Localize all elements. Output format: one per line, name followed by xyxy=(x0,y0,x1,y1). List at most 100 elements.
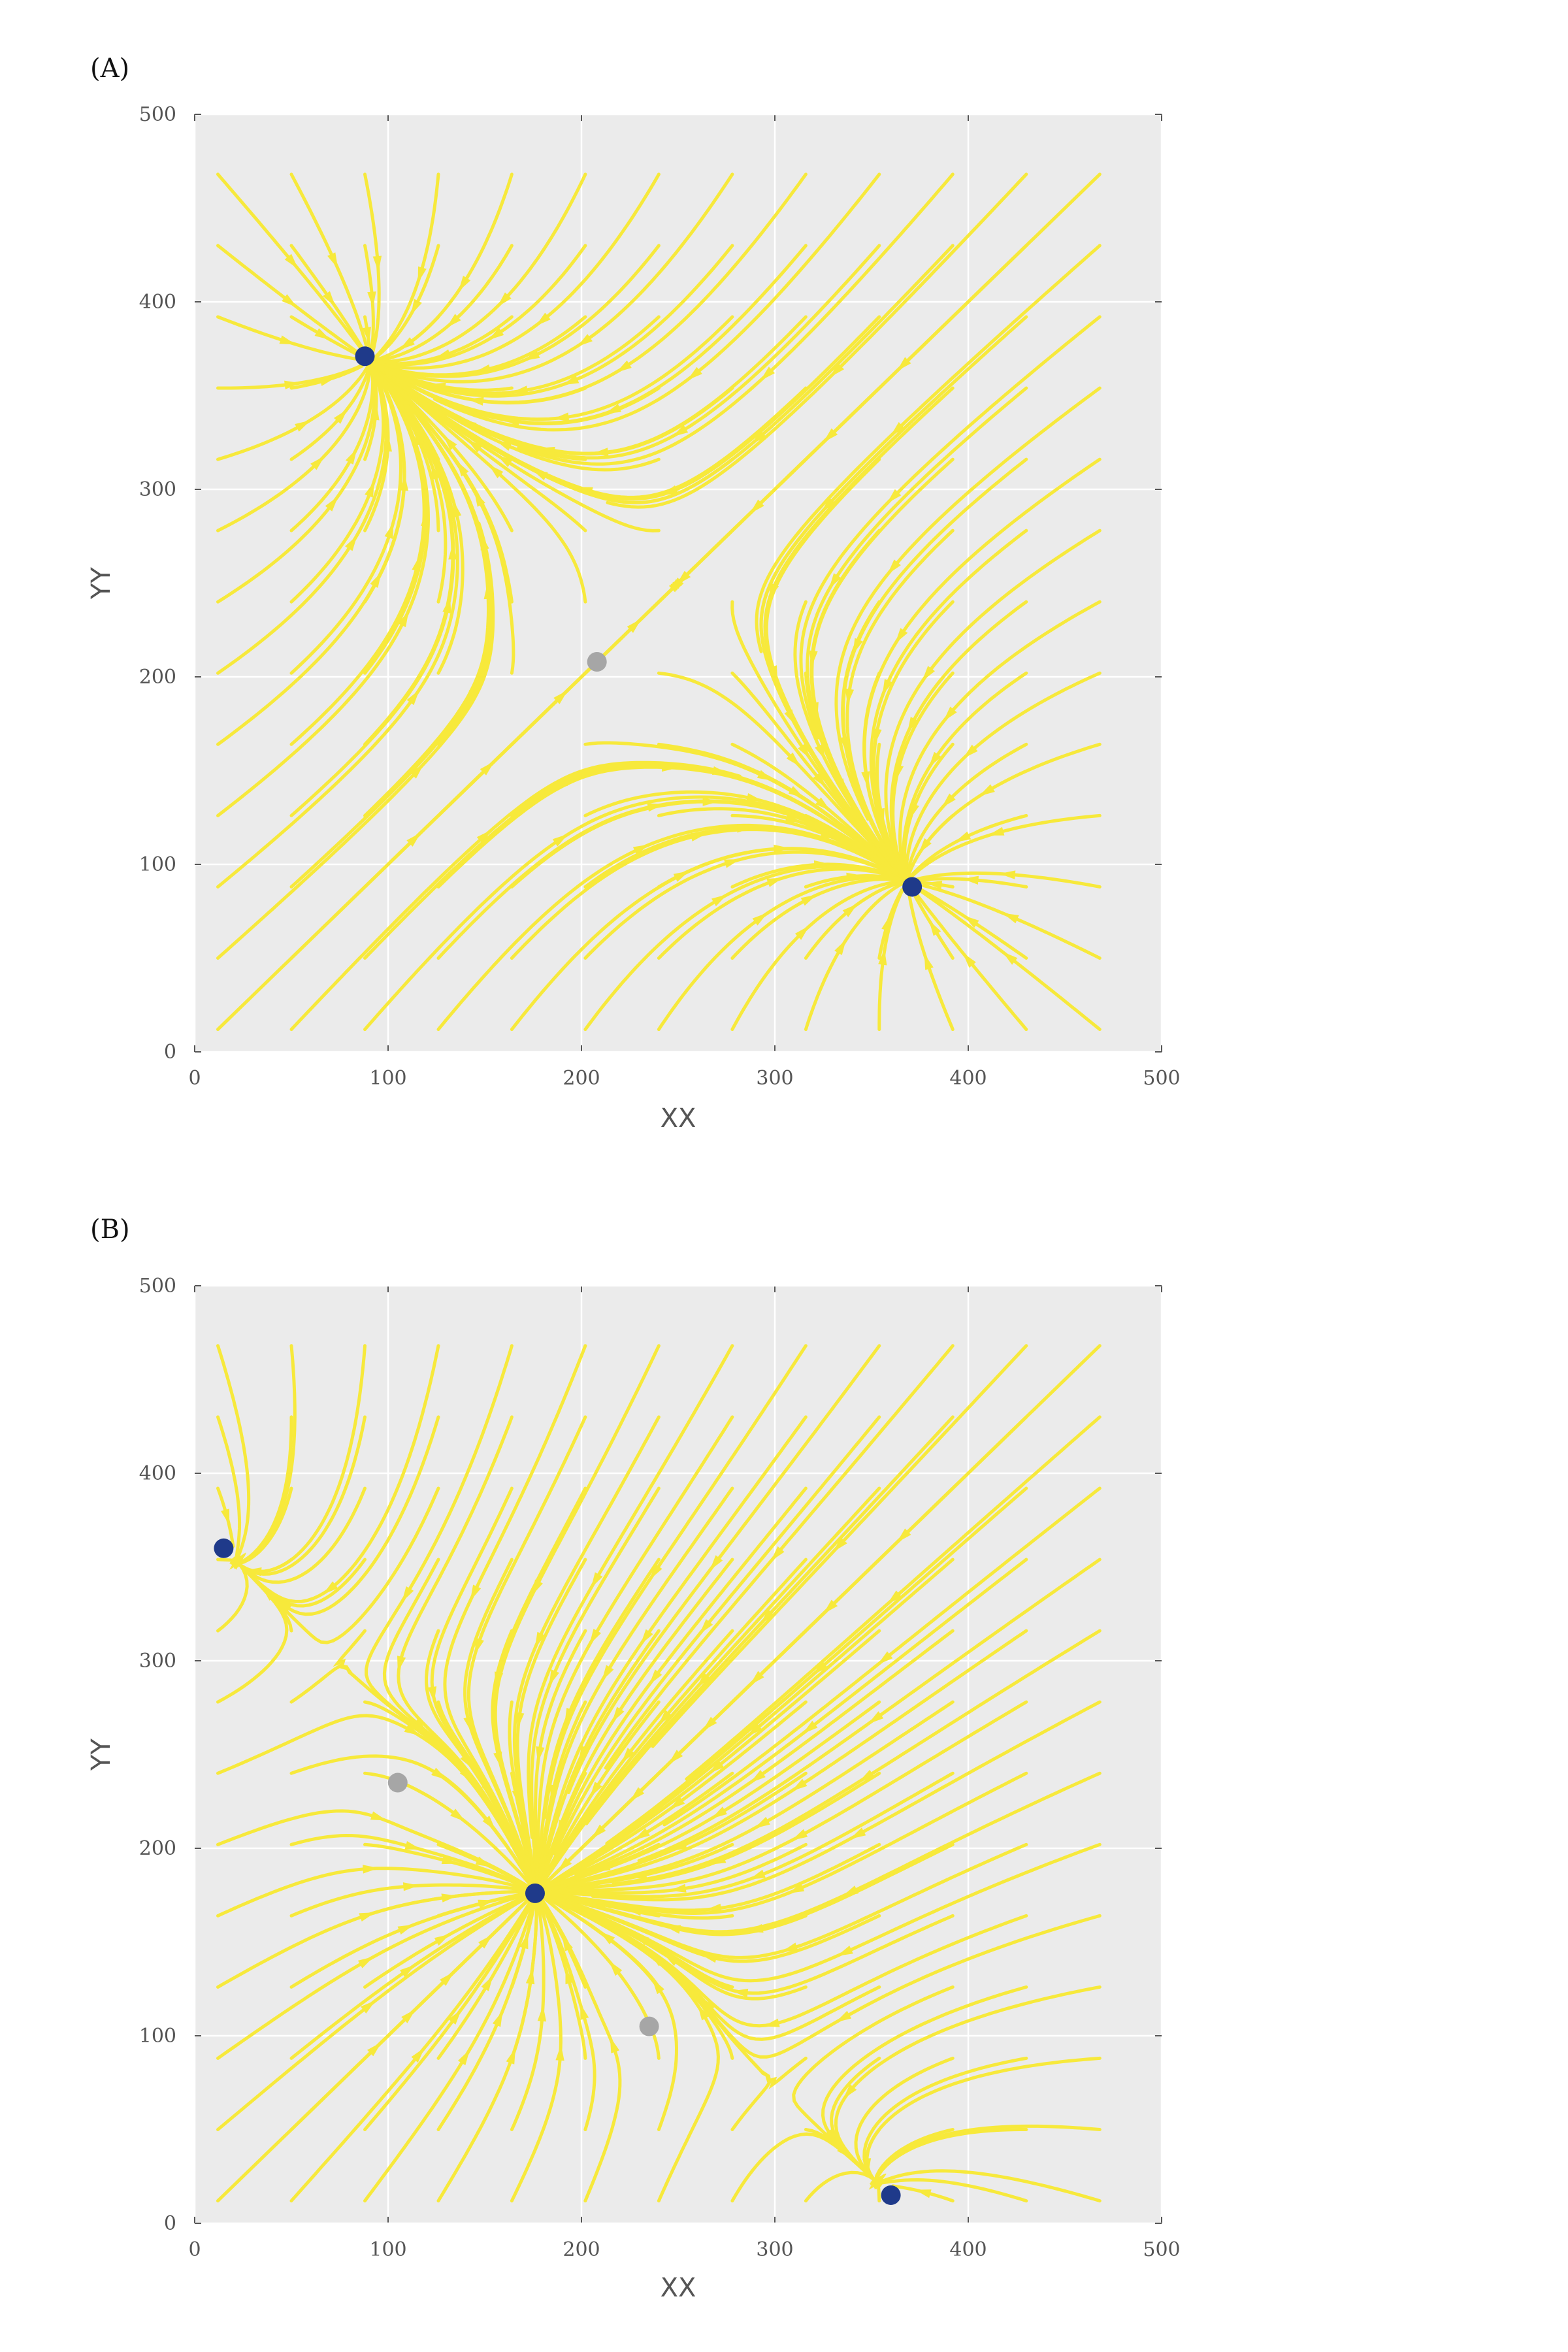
streamline-arrow xyxy=(446,314,461,328)
streamline-arrow xyxy=(791,1829,808,1840)
streamline-arrow xyxy=(763,2018,780,2027)
streamline-arrow xyxy=(941,793,956,808)
streamline-arrow xyxy=(580,2003,589,2020)
streamline-arrow xyxy=(634,1828,650,1840)
y-tick-label: 400 xyxy=(139,1462,176,1485)
streamline-arrow xyxy=(480,534,489,551)
streamline-arrow xyxy=(702,797,719,806)
streamline-arrow xyxy=(833,1537,847,1552)
streamline-arrow xyxy=(370,404,380,421)
streamline-arrow xyxy=(448,2009,462,2025)
streamline-arrow xyxy=(928,751,941,768)
streamline-arrow xyxy=(962,875,979,885)
streamline-arrow xyxy=(711,894,728,907)
streamline-arrow xyxy=(476,830,492,844)
streamline-arrow xyxy=(295,420,311,432)
streamline-arrow xyxy=(815,797,830,811)
streamline-arrow xyxy=(532,1579,543,1596)
streamline-arrow xyxy=(525,1968,535,1985)
streamline-arrow xyxy=(988,826,1005,836)
streamline-arrow xyxy=(325,496,338,512)
streamline-arrow xyxy=(599,1931,615,1945)
streamline-arrow xyxy=(658,1710,672,1725)
x-axis-title: XX xyxy=(661,1103,696,1134)
streamline-arrow xyxy=(357,1956,374,1968)
streamline-arrow xyxy=(837,1946,853,1956)
y-axis-title: YY xyxy=(86,567,116,600)
streamline-arrow xyxy=(370,1811,387,1821)
streamline-arrow xyxy=(750,1770,766,1783)
streamline-arrow xyxy=(896,357,911,372)
y-tick-label: 0 xyxy=(164,2212,176,2235)
streamline-arrow xyxy=(834,939,847,955)
streamline-arrow xyxy=(421,510,430,527)
streamline-arrow xyxy=(467,439,483,453)
x-tick-label: 200 xyxy=(563,1067,600,1090)
streamline-arrow xyxy=(478,1899,495,1908)
y-tick-label: 300 xyxy=(139,478,176,501)
streamline-arrow xyxy=(481,1975,493,1991)
streamline-arrow xyxy=(535,312,551,326)
streamlines xyxy=(216,172,1102,1032)
streamline-arrow xyxy=(367,291,376,308)
streamline-arrow xyxy=(400,1965,416,1978)
streamline-arrow xyxy=(791,1778,808,1791)
streamline-arrow xyxy=(282,294,297,308)
streamline-arrow xyxy=(497,455,513,467)
unstable-fixed-point xyxy=(587,652,607,672)
x-tick-label: 100 xyxy=(369,1067,406,1090)
streamline-arrow xyxy=(878,949,887,966)
streamline-arrow xyxy=(345,535,357,551)
streamline-arrow xyxy=(488,327,504,340)
streamline-arrow xyxy=(1002,913,1019,924)
stable-fixed-point xyxy=(525,1883,545,1903)
streamline-arrow xyxy=(537,2005,547,2022)
unstable-fixed-point xyxy=(639,2016,659,2036)
streamline-arrow xyxy=(372,255,382,272)
streamline-arrow xyxy=(737,824,753,833)
panel-label: (A) xyxy=(90,54,129,84)
streamline-arrow xyxy=(470,1584,482,1601)
streamline-arrow xyxy=(1002,951,1018,965)
streamline-arrow xyxy=(276,1600,292,1613)
y-tick-label: 100 xyxy=(139,2025,176,2048)
streamline-arrow xyxy=(862,2158,872,2174)
streamline-arrow xyxy=(696,1673,711,1688)
streamline-arrow xyxy=(284,253,299,269)
streamline-arrow xyxy=(362,327,371,343)
streamline-arrow xyxy=(955,831,972,842)
y-tick-label: 100 xyxy=(139,853,176,876)
unstable-fixed-point xyxy=(387,1772,408,1793)
y-tick-label: 500 xyxy=(139,1275,176,1298)
streamline-arrow xyxy=(661,485,678,495)
streamline-arrow xyxy=(887,559,901,575)
streamline-arrow xyxy=(979,784,995,796)
streamline-arrow xyxy=(669,1796,685,1810)
streamline-arrow xyxy=(319,377,336,386)
streamline-arrow xyxy=(512,385,529,395)
chart-panel-a: (A) 0 100 200 300 400 500 0 100 200 300 400 500 XX YY xyxy=(86,54,1181,1134)
streamline-arrow xyxy=(434,1934,451,1946)
y-tick-label: 200 xyxy=(139,666,176,689)
streamline-arrow xyxy=(592,448,609,457)
streamline-arrow xyxy=(760,1609,775,1624)
x-tick-label: 500 xyxy=(1143,2238,1180,2261)
streamlines xyxy=(216,1344,1102,2203)
streamline-arrow xyxy=(820,828,837,840)
streamline-arrow xyxy=(406,689,419,706)
streamline-arrow xyxy=(589,1782,602,1797)
streamline-arrow xyxy=(724,859,741,868)
streamline-arrow xyxy=(825,2129,838,2145)
streamline-arrow xyxy=(835,2010,852,2023)
streamline-arrow xyxy=(549,1669,559,1686)
streamline-arrow xyxy=(365,481,375,498)
streamline-arrow xyxy=(649,1669,662,1685)
streamline-arrow xyxy=(746,793,763,802)
streamline-arrow xyxy=(463,1716,472,1733)
streamline-arrow xyxy=(749,1869,766,1880)
streamline-arrow xyxy=(310,455,325,470)
streamline-arrow xyxy=(534,1631,546,1648)
streamline-arrow xyxy=(751,430,766,444)
streamline-arrow xyxy=(747,1723,762,1737)
